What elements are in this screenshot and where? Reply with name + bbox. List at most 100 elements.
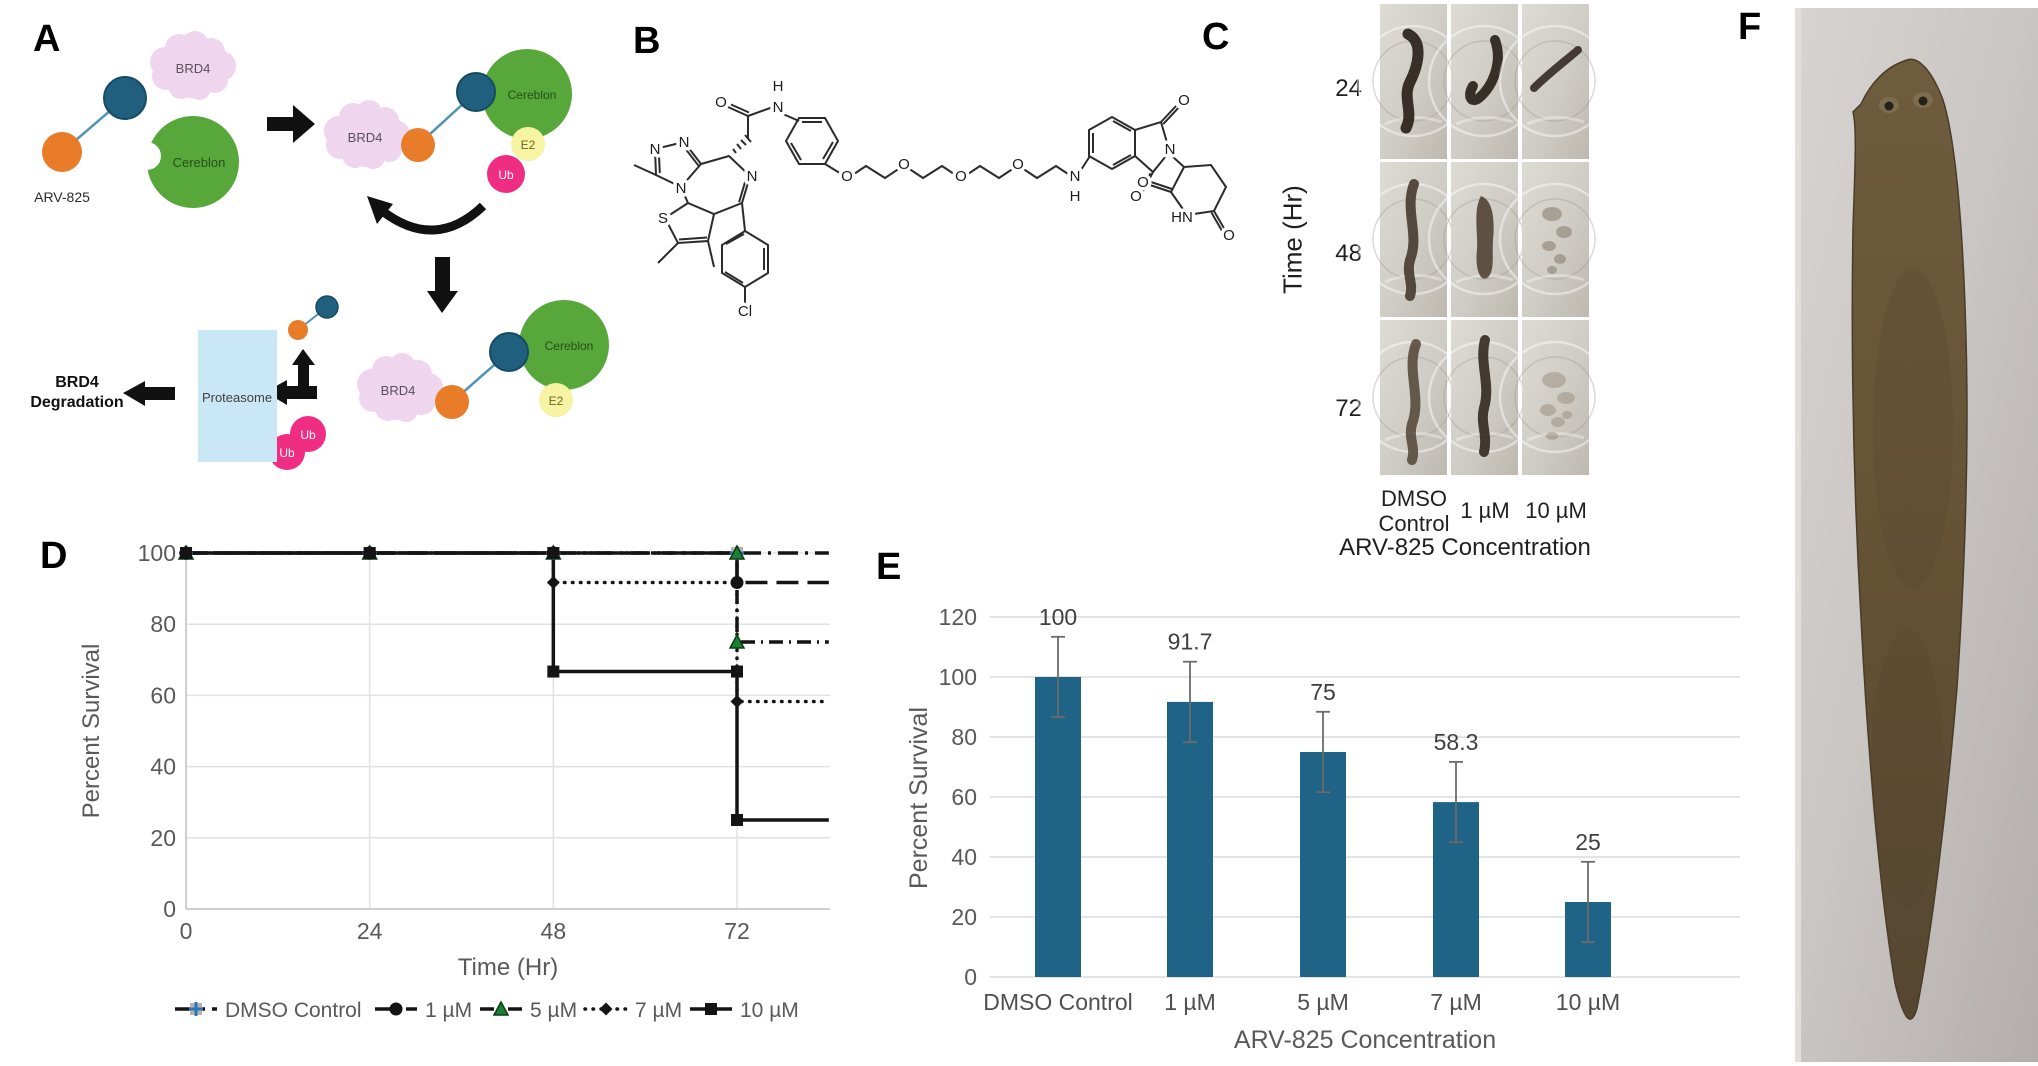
series-line-5-µm xyxy=(186,551,829,644)
atom-label-o: O xyxy=(1012,156,1024,173)
atom-label-h: H xyxy=(773,78,784,95)
branch-arrow-shaft xyxy=(287,386,317,399)
y-tick-label: 40 xyxy=(951,844,977,870)
planarian-fragments xyxy=(1542,207,1572,274)
complex2-ub1-label: Ub xyxy=(300,428,316,442)
y-tick-label: 100 xyxy=(939,664,977,690)
recycled-warhead xyxy=(288,320,308,340)
dish-rim-inner xyxy=(1514,198,1596,280)
arv825-ligand-circle xyxy=(103,76,147,120)
complex2-e2-label: E2 xyxy=(549,394,564,408)
planarian-shape xyxy=(1530,46,1582,92)
y-tick-label: 120 xyxy=(939,604,977,630)
panel-c-label: C xyxy=(1202,16,1230,58)
body-shading-1 xyxy=(1873,268,1953,588)
planarian-eye-left xyxy=(1884,101,1894,111)
cereblon-label: Cereblon xyxy=(173,155,226,170)
atom-label-n: N xyxy=(1070,168,1081,185)
photo-well-72h-1um xyxy=(1427,320,1541,475)
planarian-eye-right xyxy=(1918,96,1928,106)
panel-a-mechanism-diagram: ARV-825 BRD4 Cereblon Cereblon E2 Ub BRD… xyxy=(30,31,609,470)
series-line-1-µm xyxy=(186,551,829,585)
legend-label: 5 µM xyxy=(530,999,577,1022)
dish-rim-outer xyxy=(1498,182,1612,296)
atom-label-s: S xyxy=(658,210,668,227)
grid xyxy=(990,616,1740,978)
panel-d-label: D xyxy=(40,535,68,577)
atom-label-n: N xyxy=(679,134,690,151)
x-tick-label: 24 xyxy=(357,918,383,944)
atom-label-o: O xyxy=(898,156,910,173)
x-axis-title: Time (Hr) xyxy=(458,954,558,981)
series-lines xyxy=(184,551,831,822)
bar-dmso-control xyxy=(1035,677,1081,977)
panel-c-x-axis-label: ARV-825 Concentration xyxy=(1339,534,1591,561)
atom-label-n: N xyxy=(747,168,758,185)
complex2-ub2-label: Ub xyxy=(279,446,295,460)
complex1-e2-label: E2 xyxy=(521,138,536,152)
dish-rim-outer xyxy=(1498,340,1612,454)
category-label: 1 µM xyxy=(1164,989,1216,1015)
y-axis-title: Percent Survival xyxy=(905,707,933,889)
panel-e-label: E xyxy=(876,546,902,588)
atom-label-n: N xyxy=(1165,141,1176,158)
complex1-e2 xyxy=(511,127,545,161)
y-tick-label: 80 xyxy=(150,611,176,637)
panel-a-label: A xyxy=(33,18,61,60)
atom-label-n: N xyxy=(773,99,784,116)
complex1-brd4-label: BRD4 xyxy=(348,130,383,145)
legend-label: 1 µM xyxy=(425,999,472,1022)
molecule-bonds xyxy=(633,103,1228,305)
arv825-warhead-circle xyxy=(42,132,82,172)
y-tick-label: 0 xyxy=(163,896,176,922)
planarian-body xyxy=(1851,58,1968,1020)
legend-item-1-µm: 1 µM xyxy=(375,999,472,1022)
branch-arrow-stub xyxy=(298,365,309,389)
y-tick-label: 20 xyxy=(150,825,176,851)
panel-c-row-label-72: 72 xyxy=(1335,395,1362,422)
degradation-arrow-shaft xyxy=(145,387,175,400)
y-tick-label: 0 xyxy=(964,964,977,990)
panel-c-col-label-1um: 1 µM xyxy=(1460,498,1510,523)
panel-f-label: F xyxy=(1738,6,1762,48)
proteasome-label: Proteasome xyxy=(202,390,272,405)
category-label: 5 µM xyxy=(1297,989,1349,1015)
y-tick-label: 60 xyxy=(951,784,977,810)
planarian-shape xyxy=(1403,179,1419,301)
category-label: 7 µM xyxy=(1430,989,1482,1015)
body-shading-2 xyxy=(1871,628,1943,908)
complex2-cereblon-label: Cereblon xyxy=(545,339,594,353)
legend-item-5-µm: 5 µM xyxy=(480,999,577,1022)
atom-label-n: N xyxy=(676,180,687,197)
category-label: DMSO Control xyxy=(983,989,1133,1015)
dish-reflection xyxy=(1526,274,1585,284)
panel-c-row-label-24: 24 xyxy=(1335,75,1362,102)
atom-label-h: H xyxy=(1070,188,1081,205)
y-tick-label: 80 xyxy=(951,724,977,750)
planarian-shape xyxy=(1405,339,1421,465)
bar-1-µm xyxy=(1167,701,1213,977)
well-photo-bg xyxy=(1451,4,1518,159)
atom-label-o: O xyxy=(841,168,853,185)
photo-well-24h-1um xyxy=(1427,4,1541,159)
atom-label-o: O xyxy=(1178,92,1190,109)
x-tick-label: 72 xyxy=(724,918,750,944)
arv825-label: ARV-825 xyxy=(34,189,90,205)
error-bar xyxy=(1449,760,1463,844)
arrow-down-shaft xyxy=(435,257,450,291)
atom-label-o: O xyxy=(715,94,727,111)
arrow-right-icon xyxy=(267,105,315,143)
dish-rim-outer xyxy=(1498,24,1612,138)
arrow-down-head xyxy=(427,291,458,313)
complex1-ub xyxy=(487,155,525,193)
panel-c-col-label-10um: 10 µM xyxy=(1525,498,1587,523)
series-markers xyxy=(177,544,746,826)
panel-c-row-label-48: 48 xyxy=(1335,240,1362,267)
grid xyxy=(185,552,830,910)
complex2-brd4-label: BRD4 xyxy=(381,383,416,398)
photo-well-48h-dmso xyxy=(1356,162,1470,317)
panel-b-label: B xyxy=(633,20,661,62)
y-tick-label: 60 xyxy=(150,682,176,708)
bar-value-label: 58.3 xyxy=(1434,729,1479,755)
